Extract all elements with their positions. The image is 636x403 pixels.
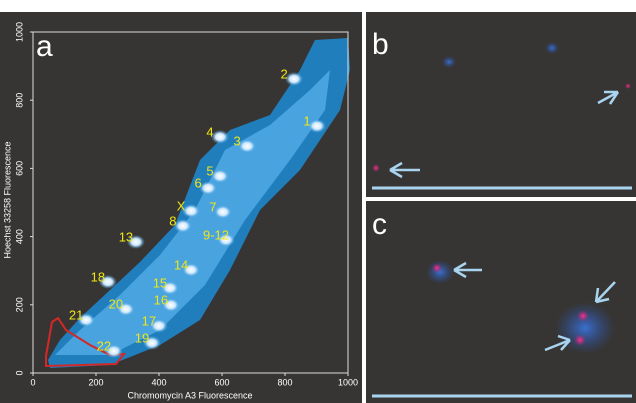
cluster-label: 7 (209, 199, 216, 214)
panel-label: a (36, 30, 53, 63)
cluster (308, 119, 326, 133)
cluster-label: 2 (280, 66, 287, 81)
signal (577, 310, 589, 322)
y-axis-label: Hoechst 33258 Fluorescence (2, 141, 12, 258)
cluster-label: 20 (109, 297, 123, 312)
x-axis-label: Chromomycin A3 Fluorescence (127, 390, 252, 400)
y-tick-label: 800 (14, 93, 24, 108)
cluster-label: 22 (97, 339, 111, 354)
panel-label: c (372, 208, 387, 241)
cluster-label: X (177, 198, 186, 213)
cluster-label: 16 (154, 292, 168, 307)
x-tick-label: 1000 (338, 377, 358, 387)
cluster (285, 72, 303, 86)
signal (432, 263, 442, 273)
cluster-label: 6 (194, 176, 201, 191)
cluster-label: 4 (206, 124, 213, 139)
cluster-label: 8 (169, 213, 176, 228)
panel-c-bg (366, 201, 636, 403)
cluster-label: 3 (234, 134, 241, 149)
cluster-label: 14 (174, 257, 188, 272)
cluster-label: 21 (69, 307, 83, 322)
x-tick-label: 0 (30, 377, 35, 387)
cluster (211, 169, 229, 183)
cluster-label: 13 (119, 229, 133, 244)
y-tick-label: 200 (14, 297, 24, 312)
x-tick-label: 800 (277, 377, 292, 387)
cluster-label: 19 (135, 330, 149, 345)
cluster-label: 9-12 (203, 227, 229, 242)
y-tick-label: 600 (14, 161, 24, 176)
panel-label: b (372, 28, 389, 61)
cluster-label: 5 (206, 164, 213, 179)
cluster-label: 17 (142, 313, 156, 328)
cluster (238, 139, 256, 153)
y-tick-label: 0 (14, 370, 24, 375)
cluster (199, 181, 217, 195)
y-tick-label: 400 (14, 229, 24, 244)
cluster-label: 15 (153, 275, 167, 290)
cell (545, 42, 559, 54)
cell (442, 56, 456, 68)
signal (625, 83, 631, 89)
cluster-label: 18 (91, 269, 105, 284)
cluster (174, 219, 192, 233)
cluster (211, 130, 229, 144)
x-tick-label: 400 (151, 377, 166, 387)
y-tick-label: 1000 (14, 22, 24, 42)
x-tick-label: 200 (88, 377, 103, 387)
cluster-label: 1 (303, 113, 310, 128)
x-tick-label: 600 (214, 377, 229, 387)
cluster (214, 205, 232, 219)
figure: a Chromomycin A3 Fluorescence Hoechst 33… (0, 0, 636, 403)
signal (372, 164, 380, 172)
signal (574, 334, 586, 346)
